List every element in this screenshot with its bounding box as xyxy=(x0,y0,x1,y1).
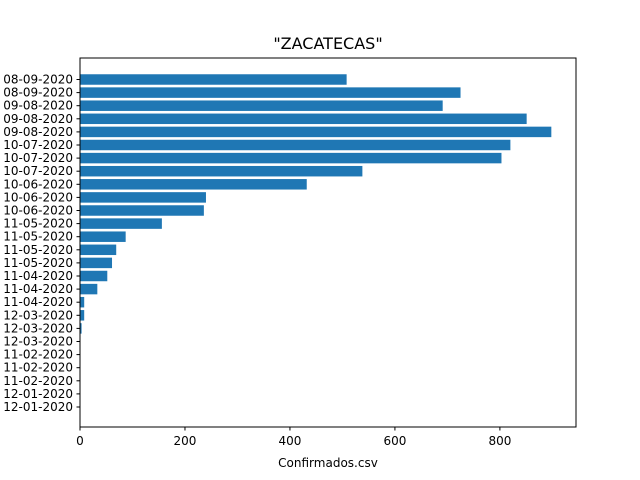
y-tick-label: 10-06-2020 xyxy=(3,204,73,218)
bar xyxy=(80,323,82,334)
bar xyxy=(80,126,552,138)
y-tick-label: 11-04-2020 xyxy=(3,295,73,309)
bar xyxy=(80,113,527,125)
y-tick-label: 09-08-2020 xyxy=(3,125,73,139)
bar xyxy=(80,296,85,308)
bar xyxy=(80,139,511,151)
y-tick-label: 08-09-2020 xyxy=(3,73,73,87)
bar xyxy=(80,100,443,111)
bar xyxy=(80,310,85,321)
y-tick-label: 10-06-2020 xyxy=(3,177,73,191)
y-tick-label: 10-07-2020 xyxy=(3,151,73,165)
bar xyxy=(80,192,206,203)
bar xyxy=(80,87,461,98)
plot-frame xyxy=(79,57,577,428)
bar xyxy=(80,165,363,177)
bar xyxy=(80,152,502,164)
bar xyxy=(80,270,108,282)
bar xyxy=(80,74,347,85)
x-tick-label: 600 xyxy=(383,434,406,448)
y-tick-label: 11-02-2020 xyxy=(3,361,73,375)
y-tick-label: 10-07-2020 xyxy=(3,138,73,152)
y-tick-label: 10-07-2020 xyxy=(3,164,73,178)
y-tick-label: 08-09-2020 xyxy=(3,86,73,100)
x-tick-label: 800 xyxy=(488,434,511,448)
y-tick-label: 11-05-2020 xyxy=(3,230,73,244)
y-tick-label: 11-02-2020 xyxy=(3,348,73,362)
bar xyxy=(80,244,117,256)
y-tick-label: 12-01-2020 xyxy=(3,387,73,401)
y-tick-label: 09-08-2020 xyxy=(3,99,73,113)
chart-title: "ZACATECAS" xyxy=(273,34,382,53)
y-tick-label: 11-04-2020 xyxy=(3,282,73,296)
bars-group xyxy=(80,74,552,334)
bar xyxy=(80,257,113,269)
x-tick-label: 0 xyxy=(76,434,84,448)
bar xyxy=(80,205,204,216)
x-axis-ticks: 0 200 400 600 800 xyxy=(76,427,511,448)
y-tick-label: 09-08-2020 xyxy=(3,112,73,126)
y-tick-label: 11-05-2020 xyxy=(3,256,73,270)
bar xyxy=(80,218,162,229)
y-tick-label: 11-05-2020 xyxy=(3,217,73,231)
y-tick-label: 12-03-2020 xyxy=(3,321,73,335)
x-tick-label: 200 xyxy=(174,434,197,448)
y-tick-label: 12-01-2020 xyxy=(3,400,73,414)
bar xyxy=(80,231,126,242)
y-axis-ticks: 12-01-202012-01-202011-02-202011-02-2020… xyxy=(3,73,80,414)
x-axis-label: Confirmados.csv xyxy=(278,456,378,470)
bar xyxy=(80,283,98,295)
y-tick-label: 11-05-2020 xyxy=(3,243,73,257)
y-tick-label: 10-06-2020 xyxy=(3,190,73,204)
y-tick-label: 11-02-2020 xyxy=(3,374,73,388)
x-tick-label: 400 xyxy=(278,434,301,448)
bar xyxy=(80,179,307,190)
y-tick-label: 12-03-2020 xyxy=(3,335,73,349)
y-tick-label: 12-03-2020 xyxy=(3,308,73,322)
y-tick-label: 11-04-2020 xyxy=(3,269,73,283)
